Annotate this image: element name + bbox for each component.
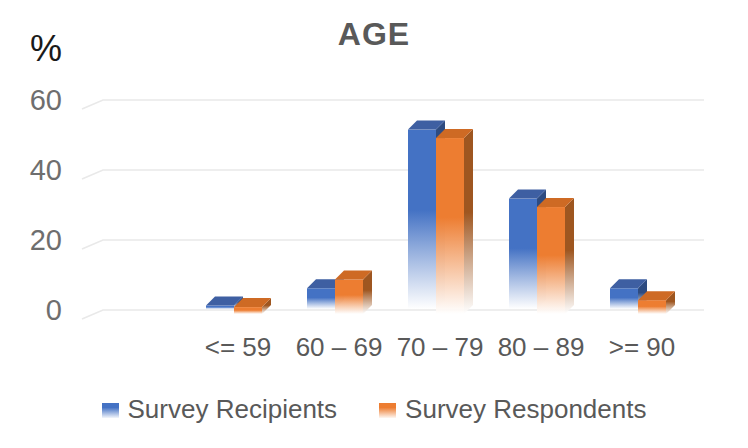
legend-item-survey-recipients: Survey Recipients (102, 394, 338, 425)
gridline (82, 170, 704, 179)
bar-side-face (565, 198, 574, 314)
gridline (82, 310, 704, 319)
gridline (82, 100, 704, 109)
y-tick-label: 20 (30, 224, 62, 256)
plot-area: 60 40 20 0 <= 59 60 – 69 70 – 79 80 – 89 >= 90 (0, 0, 748, 448)
bar-front-face (537, 207, 565, 314)
legend-label-recipients: Survey Recipients (128, 394, 338, 425)
bar-front-face (638, 300, 666, 314)
category-label: <= 59 (205, 332, 272, 362)
age-bar-chart: % AGE 6040200<= 5960 – 6970 – 7980 – 89>… (0, 0, 748, 448)
y-tick-label: 40 (30, 154, 62, 186)
bar-survey-respondents-80-89 (537, 198, 574, 314)
bar-front-face (234, 307, 262, 314)
category-label: 60 – 69 (296, 332, 383, 362)
bar-front-face (307, 288, 335, 309)
y-tick-label: 60 (30, 84, 62, 116)
legend-item-survey-respondents: Survey Respondents (379, 394, 646, 425)
category-label: 70 – 79 (397, 332, 484, 362)
bar-front-face (436, 138, 464, 314)
bar-side-face (464, 129, 473, 314)
legend: Survey Recipients Survey Respondents (0, 392, 748, 426)
bar-front-face (335, 280, 363, 315)
bar-survey-respondents-60-69 (335, 271, 372, 315)
gridline (82, 240, 704, 249)
legend-swatch-respondents (379, 403, 396, 418)
bar-front-face (408, 130, 436, 309)
legend-label-respondents: Survey Respondents (405, 394, 646, 425)
bar-front-face (206, 306, 234, 309)
category-label: >= 90 (609, 332, 676, 362)
bar-front-face (509, 199, 537, 309)
category-label: 80 – 89 (498, 332, 585, 362)
y-tick-label: 0 (46, 294, 62, 326)
legend-swatch-recipients (102, 403, 119, 418)
bar-front-face (610, 288, 638, 309)
bar-survey-respondents-70-79 (436, 129, 473, 314)
